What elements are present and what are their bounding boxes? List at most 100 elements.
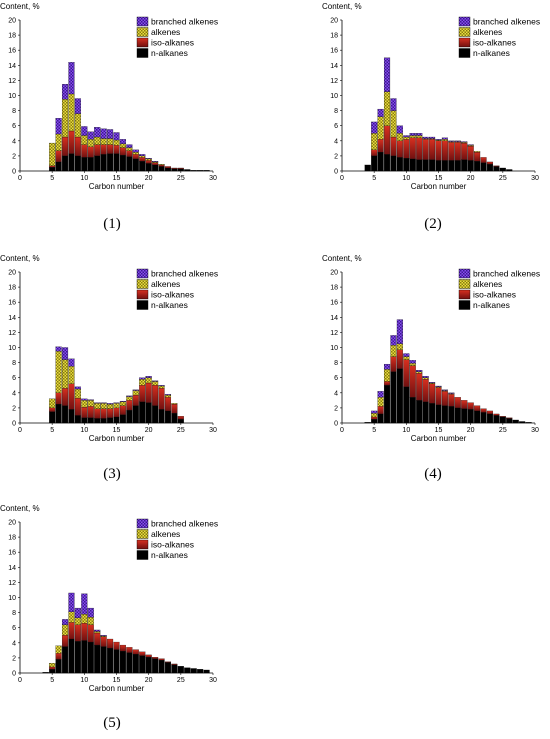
bar-iso-alkanes bbox=[107, 144, 114, 154]
bar-alkenes bbox=[416, 371, 423, 374]
bar-n-alkanes bbox=[474, 161, 481, 172]
legend-label-iso-alkanes: iso-alkanes bbox=[151, 540, 194, 550]
bar-alkenes bbox=[94, 631, 101, 634]
bar-branched-alkenes bbox=[383, 57, 391, 92]
bar-iso-alkanes bbox=[152, 657, 159, 659]
bar-alkenes bbox=[87, 617, 94, 625]
y-tick-label: 8 bbox=[334, 108, 338, 115]
bar-alkenes bbox=[68, 93, 75, 132]
x-tick-label: 10 bbox=[80, 427, 88, 434]
bar-branched-alkenes bbox=[94, 127, 101, 138]
legend-swatch-n-alkanes bbox=[458, 300, 471, 310]
bar-alkenes bbox=[87, 400, 94, 407]
y-tick-label: 18 bbox=[330, 285, 338, 292]
bar-branched-alkenes bbox=[68, 592, 75, 612]
bar-n-alkanes bbox=[383, 154, 391, 172]
legend-label-alkenes: alkenes bbox=[151, 529, 180, 539]
bar-alkenes bbox=[396, 133, 403, 141]
bar-alkenes bbox=[416, 135, 423, 138]
chart-panel-3: Content, % 0 2 4 6 8 10 12 14 16 18 20 0 5 10 15 20 25 30 C… bbox=[0, 254, 218, 443]
bar-iso-alkanes bbox=[396, 349, 403, 369]
x-tick-label: 25 bbox=[177, 175, 185, 182]
bar-branched-alkenes bbox=[113, 132, 120, 141]
bar-branched-alkenes bbox=[429, 382, 436, 384]
bar-alkenes bbox=[139, 155, 146, 158]
bar-alkenes bbox=[55, 351, 62, 393]
legend-swatch-alkenes bbox=[458, 279, 471, 289]
bar-iso-alkanes bbox=[126, 400, 133, 411]
bar-alkenes bbox=[158, 164, 165, 166]
bar-n-alkanes bbox=[49, 411, 56, 424]
bar-n-alkanes bbox=[467, 409, 474, 424]
bar-n-alkanes bbox=[49, 669, 56, 674]
bar-iso-alkanes bbox=[486, 161, 494, 165]
bar-alkenes bbox=[49, 142, 56, 166]
y-tick-label: 4 bbox=[334, 390, 338, 397]
x-tick-label: 30 bbox=[209, 427, 217, 434]
bar-branched-alkenes bbox=[94, 629, 101, 632]
bar-n-alkanes bbox=[49, 167, 56, 172]
y-tick-label: 18 bbox=[330, 33, 338, 40]
bar-iso-alkanes bbox=[377, 139, 384, 153]
y-tick-label: 0 bbox=[12, 421, 16, 428]
bar-iso-alkanes bbox=[107, 408, 114, 418]
bar-n-alkanes bbox=[132, 405, 139, 424]
bar-iso-alkanes bbox=[87, 624, 94, 643]
y-tick-label: 16 bbox=[330, 48, 338, 55]
chart-panel-1: Content, % 0 2 4 6 8 10 12 14 16 18 20 0 5 10 15 20 25 30 C… bbox=[0, 2, 218, 191]
bar-n-alkanes bbox=[126, 652, 133, 674]
bar-iso-alkanes bbox=[68, 622, 75, 640]
y-tick-label: 10 bbox=[330, 93, 338, 100]
panel-label-1: (1) bbox=[103, 216, 121, 232]
bar-n-alkanes bbox=[74, 155, 81, 172]
bar-iso-alkanes bbox=[145, 654, 152, 658]
x-tick-label: 0 bbox=[340, 427, 344, 434]
legend-label-alkenes: alkenes bbox=[151, 27, 180, 37]
y-axis-label: Content, % bbox=[322, 254, 362, 263]
bar-branched-alkenes bbox=[61, 619, 69, 625]
legend-swatch-iso-alkanes bbox=[458, 37, 471, 48]
bar-branched-alkenes bbox=[119, 139, 126, 144]
bar-branched-alkenes bbox=[132, 149, 139, 153]
panel-label-2: (2) bbox=[424, 216, 442, 232]
y-tick-label: 2 bbox=[334, 405, 338, 412]
y-tick-label: 0 bbox=[12, 169, 16, 176]
bar-n-alkanes bbox=[377, 152, 384, 172]
x-tick-label: 5 bbox=[50, 427, 54, 434]
bar-n-alkanes bbox=[100, 646, 107, 674]
legend-label-iso-alkanes: iso-alkanes bbox=[473, 290, 516, 300]
bar-iso-alkanes bbox=[461, 400, 468, 409]
x-tick-label: 5 bbox=[50, 677, 54, 684]
bar-n-alkanes bbox=[197, 669, 204, 674]
bar-n-alkanes bbox=[107, 417, 114, 424]
bar-iso-alkanes bbox=[132, 394, 139, 406]
bar-branched-alkenes bbox=[164, 394, 172, 396]
bar-n-alkanes bbox=[441, 405, 448, 424]
bar-n-alkanes bbox=[396, 157, 403, 172]
bar-n-alkanes bbox=[87, 417, 94, 424]
bar-branched-alkenes bbox=[371, 121, 378, 134]
bar-alkenes bbox=[371, 413, 378, 418]
y-tick-label: 20 bbox=[330, 18, 338, 25]
legend-label-n-alkanes: n-alkanes bbox=[473, 48, 510, 58]
panel-label-3: (3) bbox=[103, 466, 121, 482]
bar-n-alkanes bbox=[158, 409, 165, 424]
bar-branched-alkenes bbox=[87, 131, 94, 140]
bar-iso-alkanes bbox=[164, 397, 172, 412]
legend-swatch-branched-alkenes bbox=[458, 16, 471, 27]
legend-label-branched-alkenes: branched alkenes bbox=[151, 17, 218, 27]
bar-alkenes bbox=[68, 611, 75, 623]
bar-n-alkanes bbox=[390, 155, 397, 172]
bar-iso-alkanes bbox=[493, 413, 500, 416]
bar-iso-alkanes bbox=[100, 636, 107, 647]
bar-branched-alkenes bbox=[152, 161, 159, 163]
legend-label-n-alkanes: n-alkanes bbox=[151, 48, 188, 58]
x-tick-label: 25 bbox=[177, 677, 185, 684]
bar-iso-alkanes bbox=[74, 397, 81, 416]
x-tick-label: 15 bbox=[113, 677, 121, 684]
x-tick-label: 25 bbox=[177, 427, 185, 434]
bar-n-alkanes bbox=[81, 157, 88, 172]
y-tick-label: 2 bbox=[12, 405, 16, 412]
bar-n-alkanes bbox=[55, 161, 62, 172]
y-tick-label: 18 bbox=[8, 285, 16, 292]
